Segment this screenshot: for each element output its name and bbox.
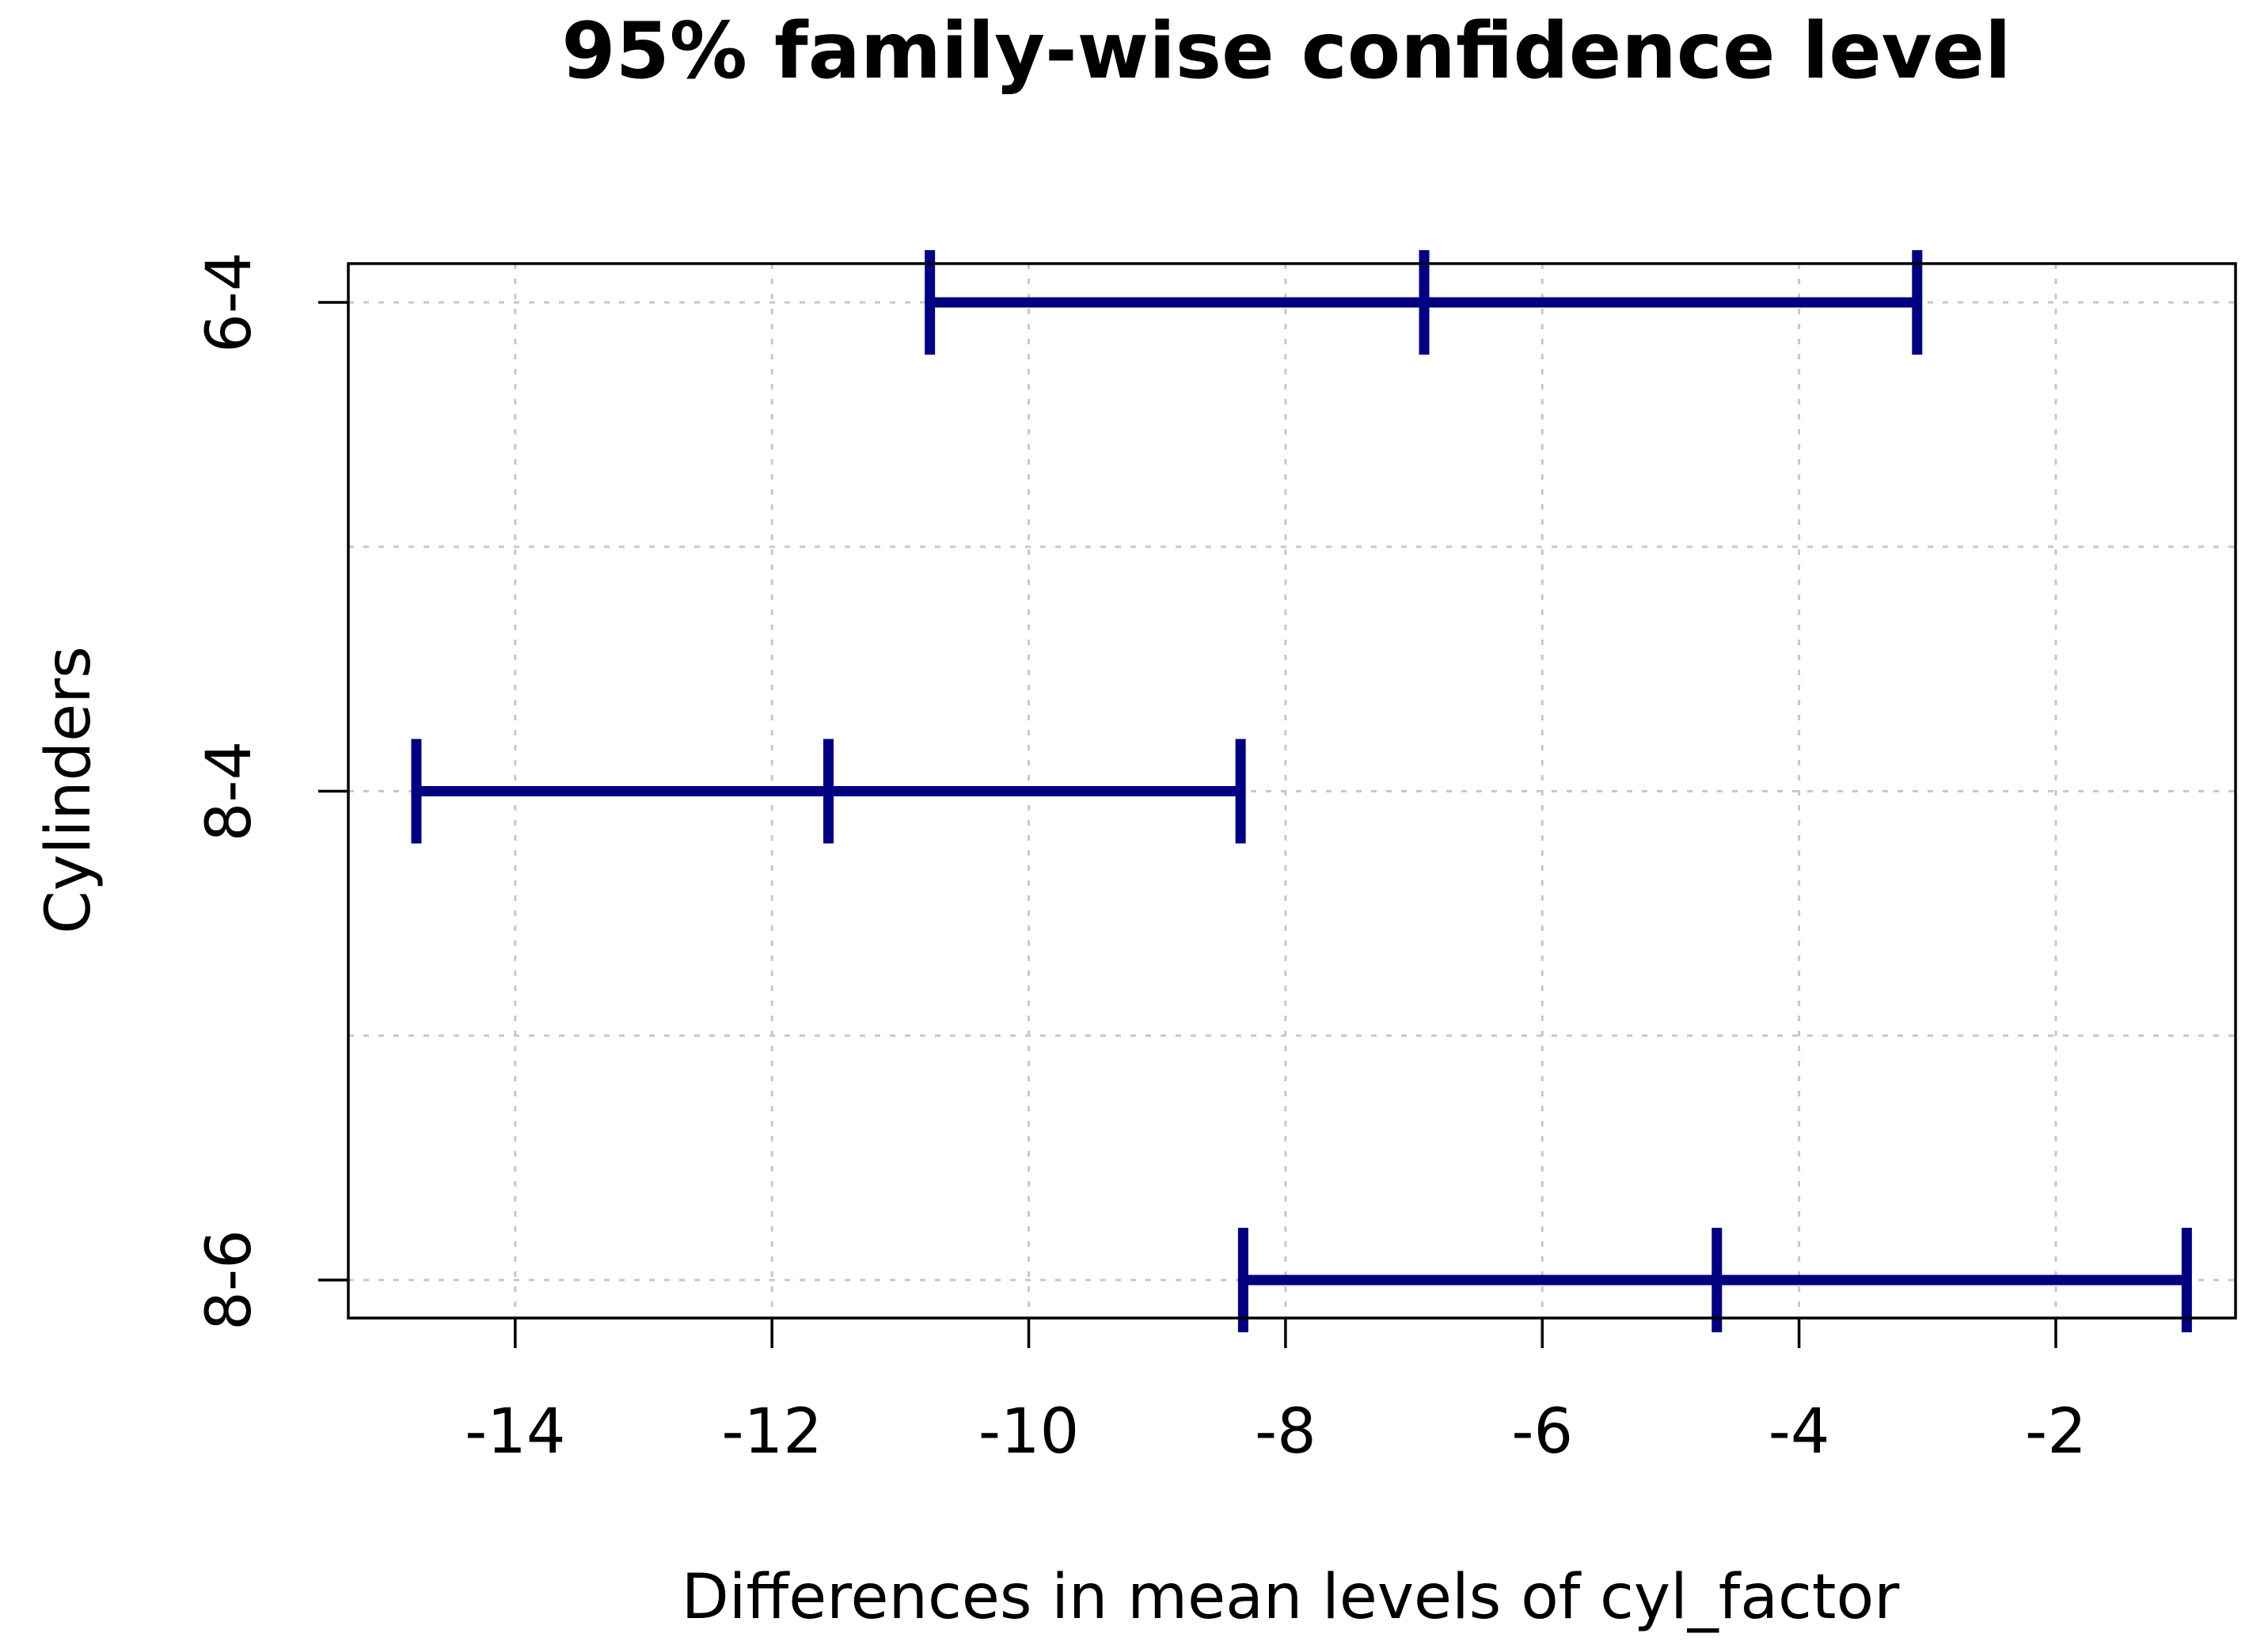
x-tick-label: -6 — [1511, 1396, 1573, 1468]
x-axis-label: Differences in mean levels of cyl_factor — [682, 1562, 1900, 1633]
chart-title: 95% family-wise confidence level — [561, 6, 2011, 97]
x-tick-label: -10 — [978, 1396, 1079, 1468]
x-tick-label: -8 — [1255, 1396, 1316, 1468]
y-tick-label: 8-4 — [194, 741, 265, 841]
y-tick-label: 6-4 — [194, 252, 265, 352]
interval-layer — [411, 250, 2192, 1332]
x-tick-label: -4 — [1768, 1396, 1830, 1468]
x-tick-label: -2 — [2025, 1396, 2087, 1468]
interval-6-4 — [925, 250, 1923, 355]
x-axis: -14 -12 -10 -8 -6 -4 -2 — [465, 1318, 2087, 1468]
y-tick-label: 8-6 — [194, 1229, 265, 1330]
y-axis: 6-4 8-4 8-6 — [194, 252, 348, 1331]
interval-8-6 — [1237, 1228, 2192, 1332]
interval-8-4 — [411, 739, 1246, 844]
x-tick-label: -14 — [465, 1396, 565, 1468]
x-tick-label: -12 — [721, 1396, 822, 1468]
y-axis-label: Cylinders — [33, 646, 104, 934]
